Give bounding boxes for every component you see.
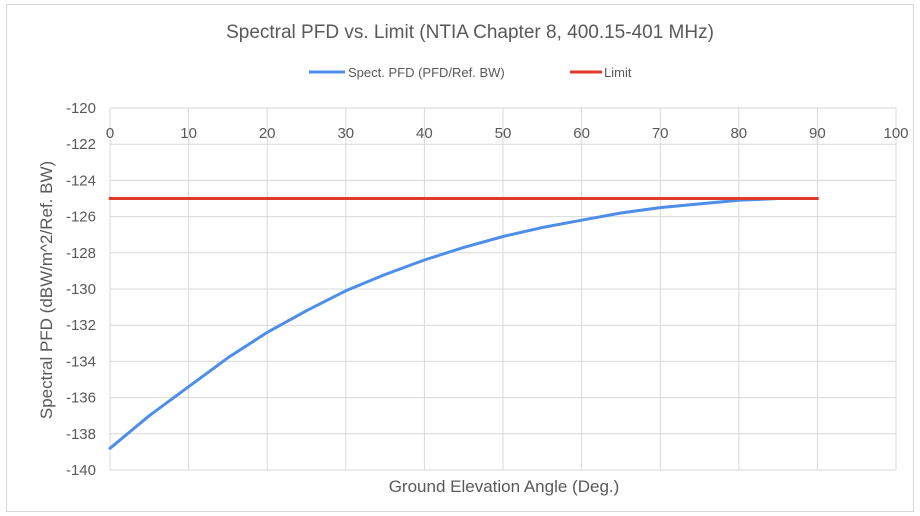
y-tick-label: -120: [66, 100, 96, 117]
x-axis-title: Ground Elevation Angle (Deg.): [389, 477, 620, 496]
y-tick-labels: -120 -122 -124 -126 -128 -130 -132 -134 -136 -138…: [66, 100, 96, 479]
x-tick-label: 100: [883, 125, 908, 142]
x-tick-label: 30: [337, 125, 354, 142]
y-tick-label: -130: [66, 281, 96, 298]
y-tick-label: -134: [66, 353, 96, 370]
y-tick-label: -126: [66, 209, 96, 226]
x-tick-label: 40: [416, 125, 433, 142]
y-tick-label: -138: [66, 426, 96, 443]
x-tick-label: 60: [573, 125, 590, 142]
y-tick-label: -140: [66, 462, 96, 479]
x-tick-label: 20: [259, 125, 276, 142]
gridlines: [109, 107, 897, 471]
chart-frame: [6, 4, 914, 512]
x-tick-label: 70: [652, 125, 669, 142]
series-lines: [108, 197, 819, 450]
x-tick-labels: 0 10 20 30 40 50 60 70 80 90 100: [106, 125, 909, 142]
y-tick-label: -124: [66, 172, 96, 189]
y-tick-label: -136: [66, 390, 96, 407]
legend: Spect. PFD (PFD/Ref. BW) Limit: [309, 65, 632, 80]
y-axis-title: Spectral PFD (dBW/m^2/Ref. BW): [37, 161, 56, 419]
chart-title: Spectral PFD vs. Limit (NTIA Chapter 8, …: [226, 22, 714, 43]
x-tick-label: 90: [809, 125, 826, 142]
series-line-spect-pfd: [108, 197, 819, 450]
x-tick-label: 80: [730, 125, 747, 142]
x-tick-label: 50: [495, 125, 512, 142]
legend-label-limit: Limit: [604, 65, 632, 80]
y-tick-label: -128: [66, 245, 96, 262]
x-tick-label: 0: [106, 125, 114, 142]
y-tick-label: -132: [66, 317, 96, 334]
y-tick-label: -122: [66, 136, 96, 153]
x-tick-label: 10: [180, 125, 197, 142]
legend-label-spect-pfd: Spect. PFD (PFD/Ref. BW): [348, 65, 505, 80]
